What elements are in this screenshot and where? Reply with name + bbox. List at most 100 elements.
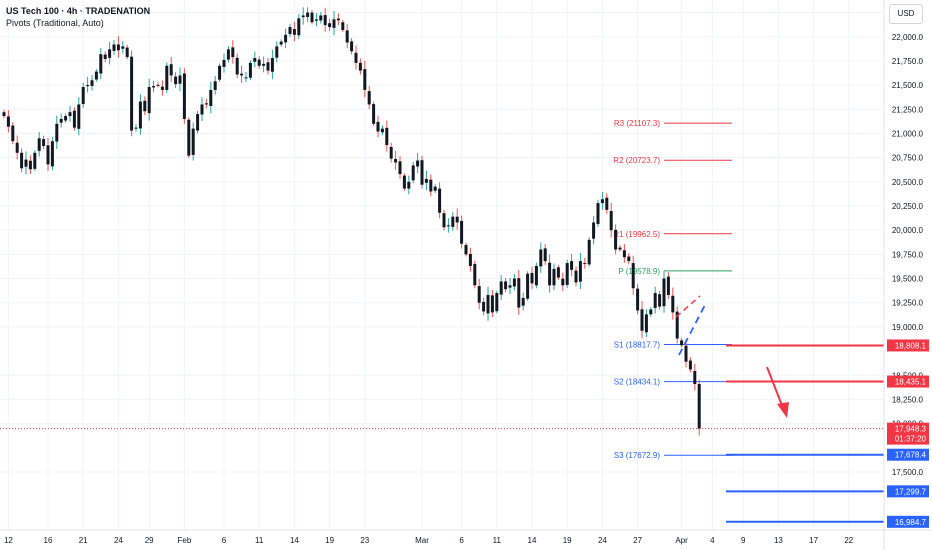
candle-body [46, 145, 50, 165]
candle-body [477, 286, 481, 303]
candle-body [332, 19, 336, 28]
pivot-label-R1: R1 (19962.5) [613, 230, 660, 239]
candle [517, 269, 521, 315]
pivot-label-S1: S1 (18817.7) [614, 341, 661, 350]
candle-body [521, 297, 525, 306]
candle-body [561, 278, 565, 286]
candle [341, 19, 345, 33]
candle-body [2, 112, 6, 117]
price-tick-label: 18,250.0 [892, 395, 924, 404]
candle-body [614, 229, 618, 250]
candle [539, 242, 543, 273]
candle-body [301, 15, 305, 18]
candle [301, 7, 305, 25]
candle-body [323, 15, 327, 26]
candle-body [583, 263, 587, 265]
candle [372, 101, 376, 126]
candle [59, 113, 63, 128]
time-tick-label: 24 [598, 536, 607, 545]
candle [367, 85, 371, 110]
candle-body [244, 77, 248, 79]
candle-body [37, 138, 41, 151]
candle-body [380, 128, 384, 133]
time-tick-label: 19 [563, 536, 572, 545]
candle-body [662, 278, 666, 307]
candle-body [160, 86, 164, 90]
candle [11, 122, 15, 145]
price-tick-label: 19,500.0 [892, 275, 924, 284]
candle-body [482, 301, 486, 312]
candle-body [350, 41, 354, 52]
candle [424, 170, 428, 191]
candle [446, 218, 450, 233]
level-price-tag [887, 515, 929, 528]
time-tick-label: 24 [114, 536, 123, 545]
candle [649, 307, 653, 317]
candle [90, 74, 94, 91]
candle-body [438, 188, 442, 213]
price-tick-label: 20,250.0 [892, 202, 924, 211]
candle [244, 72, 248, 83]
candle-body [490, 295, 494, 313]
candle [147, 78, 151, 121]
candle [600, 191, 604, 210]
candle-body [468, 253, 472, 266]
candle [20, 148, 24, 173]
price-tick-label: 19,250.0 [892, 299, 924, 308]
candle [310, 10, 314, 25]
time-tick-label: 4 [710, 536, 715, 545]
candle-body [688, 360, 692, 370]
candle [262, 56, 266, 73]
time-axis[interactable]: 12 16 21 24 29 Feb 6 11 14 19 23 Mar 6 11 14 19 24 27 Apr 4… [0, 529, 932, 545]
candle-body [653, 293, 657, 308]
candle [407, 175, 411, 195]
candle-body [108, 49, 112, 58]
currency-button[interactable]: USD [889, 4, 923, 24]
time-tick-label: 6 [459, 536, 464, 545]
candle [279, 39, 283, 47]
level-price-tag [887, 448, 929, 461]
candle [363, 60, 367, 98]
candle [433, 184, 437, 193]
candle [658, 290, 662, 310]
candle [609, 202, 613, 238]
price-axis[interactable]: 22,250.022,000.021,750.021,500.021,250.0… [883, 0, 929, 550]
candle [675, 306, 679, 344]
candle-body [297, 18, 301, 36]
candle-body [253, 58, 257, 62]
candle-body [402, 175, 406, 189]
candle [521, 292, 525, 311]
time-tick-label: Feb [178, 536, 192, 545]
candle [398, 156, 402, 179]
time-tick-label: 29 [145, 536, 154, 545]
candle-body [446, 225, 450, 227]
candle [574, 266, 578, 287]
candle [561, 272, 565, 291]
candle-body [266, 62, 270, 71]
candle-body [284, 34, 288, 43]
channel-drawing [675, 295, 706, 356]
candle [248, 60, 252, 80]
candle-body [121, 46, 125, 49]
candle [196, 110, 200, 134]
candle [33, 150, 37, 172]
candle-body [508, 285, 512, 288]
candle-body [517, 278, 521, 308]
candle-body [363, 69, 367, 90]
current-price-tag [887, 422, 929, 445]
level-price-tag [887, 485, 929, 498]
candle-body [262, 63, 266, 66]
candle [270, 49, 274, 80]
candle-body [429, 179, 433, 192]
grid-lines [0, 0, 884, 530]
candle-body [178, 75, 182, 84]
candle-body [125, 47, 129, 58]
candle-body [552, 268, 556, 286]
time-tick-label: 27 [633, 536, 642, 545]
time-tick-label: 19 [325, 536, 334, 545]
candle-body [354, 52, 358, 63]
candle [284, 28, 288, 49]
candle [130, 50, 134, 137]
candle-body [680, 340, 684, 346]
